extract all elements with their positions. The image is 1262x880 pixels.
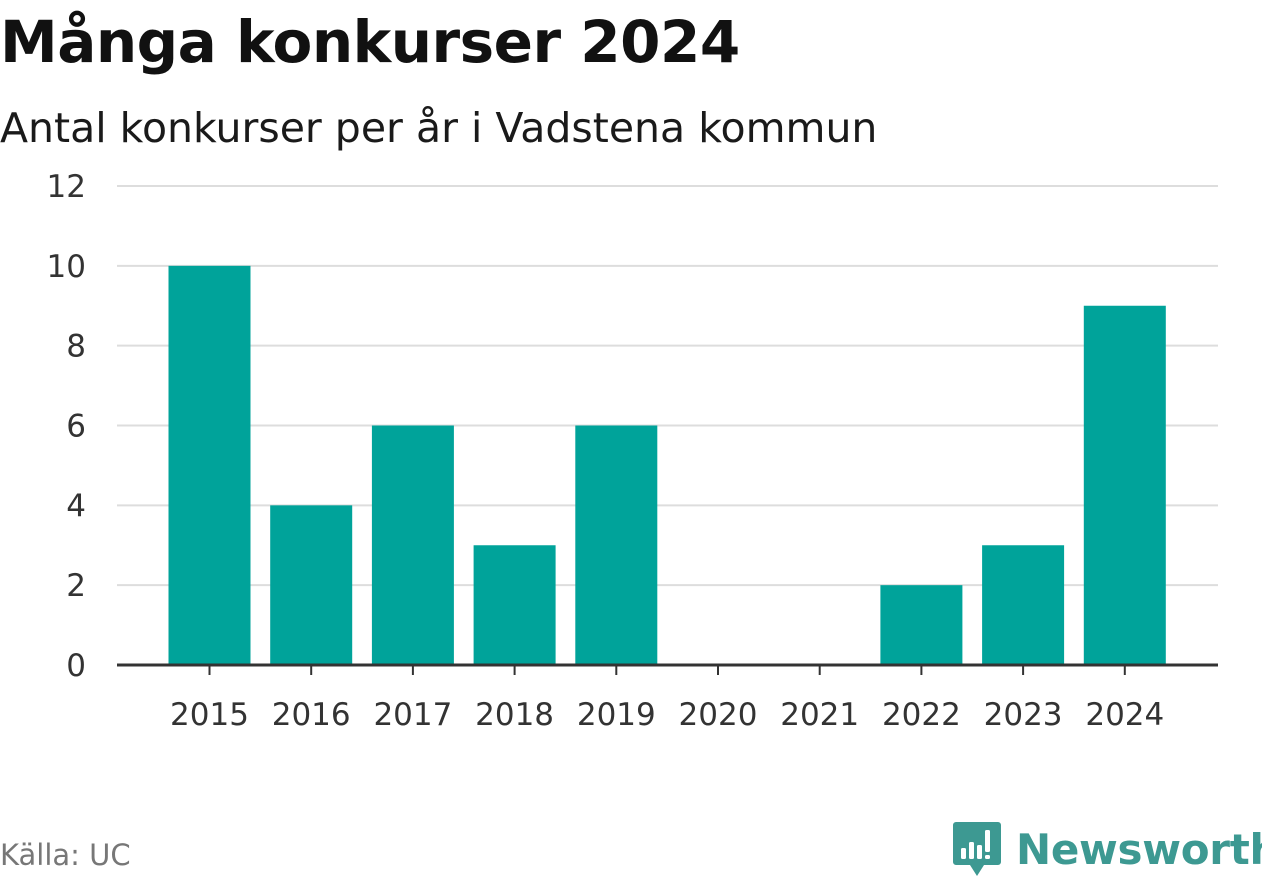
y-tick-label: 12: [47, 169, 86, 205]
source-note: Källa: UC: [0, 838, 131, 872]
chart-title: Många konkurser 2024: [0, 8, 740, 76]
bar: [880, 585, 963, 665]
bar: [270, 505, 353, 665]
y-tick-label: 6: [66, 409, 86, 445]
y-tick-label: 2: [66, 568, 86, 604]
x-tick-label: 2023: [984, 697, 1063, 733]
newsworthy-logo-icon: [953, 822, 1001, 876]
x-tick-label: 2019: [577, 697, 656, 733]
bar: [473, 545, 556, 665]
x-tick-label: 2017: [373, 697, 452, 733]
y-tick-label: 10: [47, 249, 86, 285]
bar: [168, 265, 251, 665]
bar: [982, 545, 1065, 665]
bar: [575, 425, 658, 665]
y-tick-label: 8: [66, 329, 86, 365]
y-tick-label: 0: [66, 648, 86, 684]
x-tick-label: 2020: [679, 697, 758, 733]
x-tick-label: 2018: [475, 697, 554, 733]
x-tick-label: 2022: [882, 697, 961, 733]
y-tick-label: 4: [66, 488, 86, 524]
x-tick-label: 2024: [1085, 697, 1164, 733]
x-tick-label: 2015: [170, 697, 249, 733]
bar: [371, 425, 454, 665]
brand-logo: Newsworthy: [952, 818, 1262, 880]
x-tick-label: 2021: [780, 697, 859, 733]
chart-subtitle: Antal konkurser per år i Vadstena kommun: [0, 104, 878, 152]
bar: [1083, 305, 1166, 665]
x-tick-label: 2016: [272, 697, 351, 733]
brand-name: Newsworthy: [1016, 824, 1262, 874]
